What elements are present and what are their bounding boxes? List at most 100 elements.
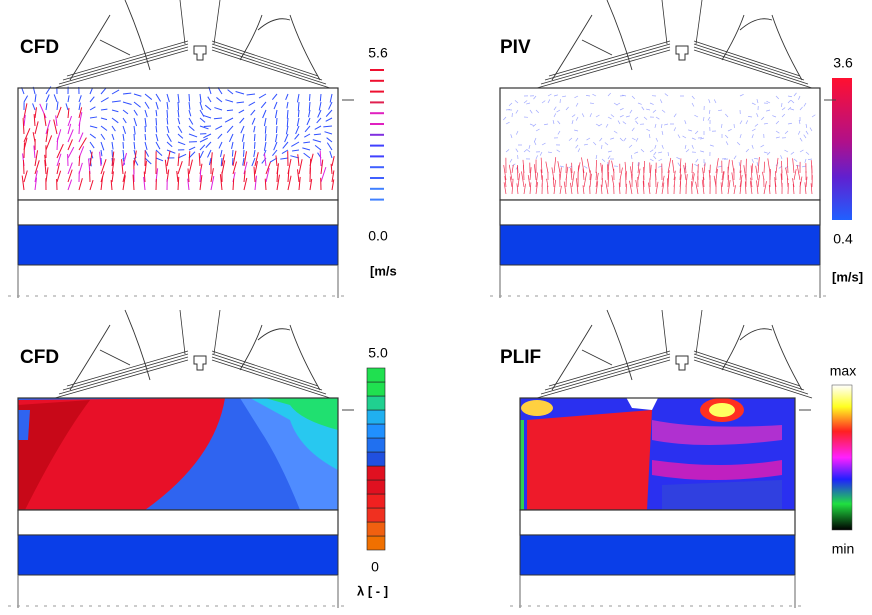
scale-box <box>366 535 386 551</box>
vector <box>805 151 810 155</box>
vector <box>616 102 621 106</box>
vector <box>122 109 129 115</box>
vector <box>508 102 513 106</box>
vector <box>188 151 196 159</box>
vector <box>166 141 173 148</box>
vector <box>89 133 97 139</box>
vector <box>781 113 786 118</box>
vector <box>792 178 795 188</box>
vector <box>243 151 248 167</box>
vector <box>534 164 537 181</box>
vector <box>166 125 170 134</box>
vector <box>751 134 754 139</box>
vector <box>207 149 212 158</box>
vector <box>547 151 552 154</box>
vector <box>805 130 809 135</box>
vector <box>296 117 300 127</box>
vector <box>144 101 150 109</box>
vector <box>785 167 789 181</box>
vector <box>45 94 50 103</box>
vector <box>793 168 797 181</box>
vector <box>262 109 267 119</box>
vector <box>641 106 645 111</box>
vector <box>739 174 743 188</box>
injector <box>179 309 221 355</box>
vector <box>727 180 731 195</box>
vector <box>203 133 212 139</box>
vector <box>67 162 73 175</box>
vector <box>811 114 816 118</box>
vector <box>111 125 116 132</box>
vector <box>166 133 172 143</box>
vector <box>721 171 724 181</box>
vector <box>176 170 179 183</box>
scale-unit: [m/s <box>370 263 397 278</box>
vector <box>111 149 114 158</box>
vector <box>739 134 742 139</box>
vector <box>557 130 561 135</box>
scale-min: 0.4 <box>833 231 853 247</box>
vector <box>799 106 803 111</box>
vector <box>188 133 198 138</box>
vector <box>731 172 735 188</box>
vector <box>595 171 597 181</box>
vector <box>188 159 193 175</box>
vector <box>187 178 190 191</box>
vector <box>133 150 137 167</box>
vector <box>595 172 599 188</box>
vector <box>751 158 754 163</box>
vector <box>755 165 759 181</box>
vector <box>727 129 732 132</box>
vector <box>766 109 771 112</box>
vector <box>254 152 259 167</box>
vector <box>56 143 64 159</box>
vector <box>565 106 569 111</box>
vector <box>248 101 256 107</box>
vector <box>517 173 521 188</box>
vector <box>648 182 651 195</box>
vector <box>673 170 676 181</box>
vector <box>122 171 127 183</box>
vector <box>503 182 507 195</box>
vector <box>56 106 62 119</box>
vector <box>517 166 519 181</box>
vector <box>585 95 591 97</box>
vector <box>774 179 777 195</box>
vector <box>654 123 657 128</box>
vector <box>592 93 597 97</box>
vector <box>99 151 102 167</box>
vector <box>563 181 567 195</box>
vector <box>312 139 322 143</box>
vector <box>622 121 627 125</box>
vector <box>804 182 807 195</box>
vector <box>243 177 248 191</box>
vector <box>188 109 192 117</box>
vector <box>242 141 245 150</box>
vector <box>691 181 693 195</box>
vector <box>177 109 180 118</box>
vector <box>803 102 807 107</box>
vector <box>653 151 657 156</box>
panel-label: PIV <box>500 37 531 58</box>
roof-line <box>540 46 671 85</box>
vector <box>667 151 670 157</box>
vector <box>144 141 148 150</box>
vector <box>320 166 327 183</box>
scale-box <box>366 437 386 453</box>
piston <box>519 534 796 576</box>
vector <box>694 164 699 167</box>
roof-line <box>548 40 671 77</box>
vector <box>646 108 651 111</box>
vector <box>221 154 225 167</box>
vector <box>799 137 803 142</box>
vector <box>679 168 682 181</box>
vector <box>188 101 191 110</box>
vector <box>574 95 579 99</box>
vector <box>664 93 669 97</box>
vector <box>276 166 279 183</box>
vector <box>100 87 107 95</box>
vector <box>630 154 633 160</box>
vector <box>133 109 138 116</box>
vector <box>177 133 184 139</box>
vector <box>684 144 687 149</box>
